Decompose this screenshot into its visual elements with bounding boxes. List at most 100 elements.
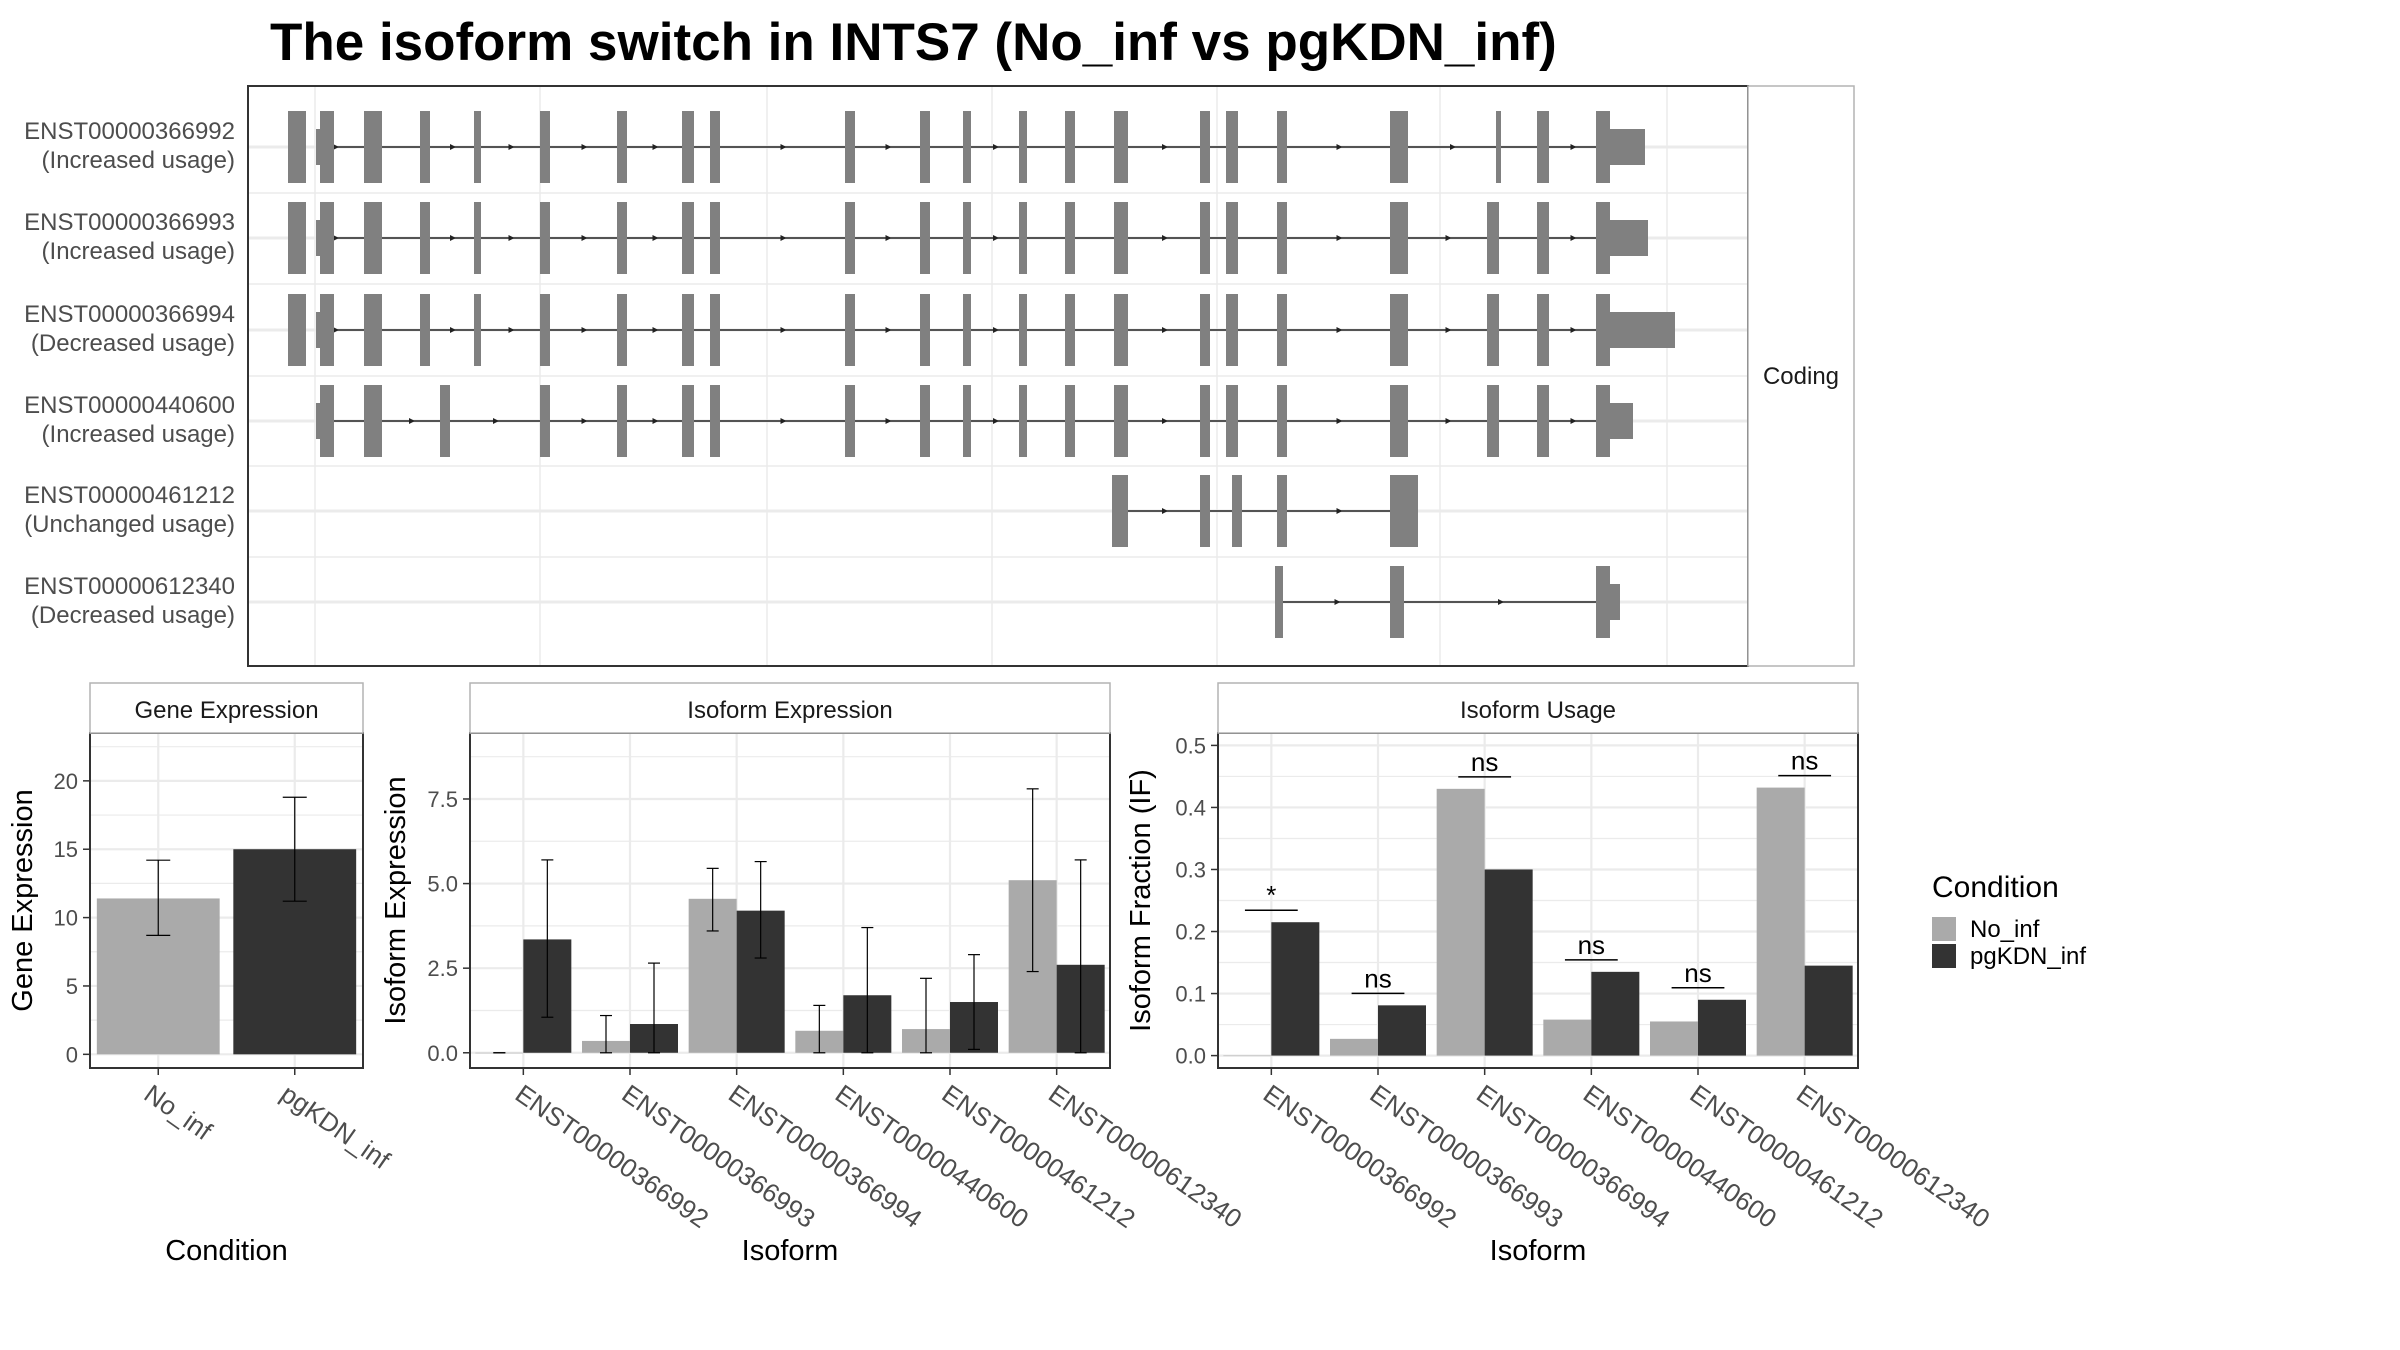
exon-block <box>1226 111 1238 183</box>
exon-block <box>1596 566 1610 638</box>
isoform-usage-label: (Increased usage) <box>42 147 235 174</box>
exon-block <box>617 385 627 457</box>
exon-block <box>288 111 306 183</box>
isoform-id-label: ENST00000612340 <box>24 573 235 600</box>
exon-block <box>364 294 382 366</box>
strand-arrow <box>1336 327 1343 333</box>
exon-block <box>1019 294 1027 366</box>
exon-block <box>540 294 550 366</box>
exon-block <box>1277 475 1287 547</box>
exon-block <box>540 202 550 274</box>
exon-block <box>1226 294 1238 366</box>
isoform-expression-panel: Isoform Expression 0.0 2.5 5.0 7.5 ENST000003… <box>380 682 1248 1267</box>
exon-block <box>540 111 550 183</box>
strand-arrow <box>581 235 588 241</box>
strand-arrow <box>508 327 515 333</box>
strand-arrow <box>1336 508 1343 514</box>
strand-arrow <box>1570 144 1577 150</box>
y-tick-label: 15 <box>54 837 78 862</box>
strand-arrow <box>333 144 339 150</box>
exon-block <box>963 385 971 457</box>
y-tick-label: 0.0 <box>1175 1044 1206 1069</box>
exon-block <box>364 111 382 183</box>
strand-arrow <box>1336 418 1343 424</box>
exon-block <box>1065 111 1075 183</box>
strand-arrow <box>1336 235 1343 241</box>
strand-arrow <box>1445 327 1452 333</box>
exon-block <box>1277 294 1287 366</box>
isoform-id-label: ENST00000461212 <box>24 482 235 509</box>
bar-No_inf-ENST00000612340 <box>1756 787 1805 1056</box>
x-tick-label: ENST00000366993 <box>617 1078 821 1234</box>
x-tick-label: ENST00000461212 <box>1685 1078 1889 1234</box>
strand-arrow <box>652 327 659 333</box>
exon-block <box>1200 202 1210 274</box>
strand-arrow <box>450 235 456 241</box>
isoform-structure-row <box>288 111 1645 183</box>
strand-arrow <box>450 144 456 150</box>
bar-pgKDN_inf-ENST00000612340 <box>1804 965 1853 1056</box>
strand-arrow <box>450 327 456 333</box>
x-tick-label: ENST00000440600 <box>1578 1078 1782 1234</box>
bar-No_inf-ENST00000366993 <box>1330 1038 1378 1056</box>
strand-arrow <box>780 144 787 150</box>
isoform-usage-panel: * ns ns ns ns ns Isoform Usage 0.0 0.1 0.2 0.3 0.4 0… <box>1125 682 1996 1267</box>
exon-block <box>920 385 930 457</box>
exon-block <box>845 385 855 457</box>
strand-arrow <box>581 418 588 424</box>
strand-arrow <box>1445 235 1452 241</box>
bar-pgKDN_inf-ENST00000366994 <box>1484 869 1533 1056</box>
exon-block <box>1226 385 1238 457</box>
y-tick-label: 5 <box>66 974 78 999</box>
legend-label-No_inf: No_inf <box>1970 916 2040 943</box>
y-tick-label: 0.1 <box>1175 982 1206 1007</box>
exon-block <box>1390 385 1408 457</box>
isoform-structure-row <box>1275 566 1620 638</box>
strand-arrow <box>409 418 415 424</box>
isoform-structure-panel: ENST00000366992(Increased usage)ENST0000… <box>24 85 1855 667</box>
y-axis-title: Isoform Expression <box>380 776 412 1024</box>
x-tick-label: ENST00000461212 <box>937 1078 1141 1234</box>
exon-block <box>474 111 481 183</box>
exon-block <box>1390 111 1408 183</box>
exon-block <box>1277 202 1287 274</box>
exon-block <box>420 202 430 274</box>
strand-arrow <box>993 418 999 424</box>
isoform-id-label: ENST00000440600 <box>24 392 235 419</box>
exon-block <box>1200 385 1210 457</box>
strand-arrow <box>508 144 515 150</box>
utr-block-3prime <box>1608 129 1645 165</box>
strand-arrow <box>1162 144 1168 150</box>
strand-arrow <box>885 235 892 241</box>
bar-No_inf-ENST00000366992 <box>1223 1055 1272 1057</box>
y-tick-label: 10 <box>54 906 78 931</box>
strand-arrow <box>1334 599 1341 605</box>
exon-block <box>1232 475 1242 547</box>
exon-block <box>963 111 971 183</box>
y-axis-title: Gene Expression <box>7 789 39 1011</box>
strand-arrow <box>1162 508 1168 514</box>
exon-block <box>474 202 481 274</box>
exon-block <box>710 294 720 366</box>
strand-arrow <box>885 144 892 150</box>
strand-arrow <box>1445 418 1452 424</box>
exon-block <box>682 111 694 183</box>
exon-block <box>710 111 720 183</box>
exon-block <box>1596 111 1610 183</box>
exon-block <box>845 294 855 366</box>
y-tick-label: 2.5 <box>427 956 458 981</box>
exon-block <box>710 202 720 274</box>
x-tick-label: pgKDN_inf <box>275 1078 396 1175</box>
x-tick-label: ENST00000366994 <box>723 1078 927 1234</box>
legend-title: Condition <box>1932 871 2059 904</box>
exon-block <box>1200 475 1210 547</box>
exon-block <box>1537 202 1549 274</box>
y-tick-label: 0.0 <box>427 1041 458 1066</box>
exon-block <box>963 202 971 274</box>
utr-block-3prime <box>1390 493 1418 529</box>
y-tick-label: 7.5 <box>427 787 458 812</box>
exon-block <box>1537 385 1549 457</box>
exon-block <box>710 385 720 457</box>
exon-block <box>1487 202 1499 274</box>
